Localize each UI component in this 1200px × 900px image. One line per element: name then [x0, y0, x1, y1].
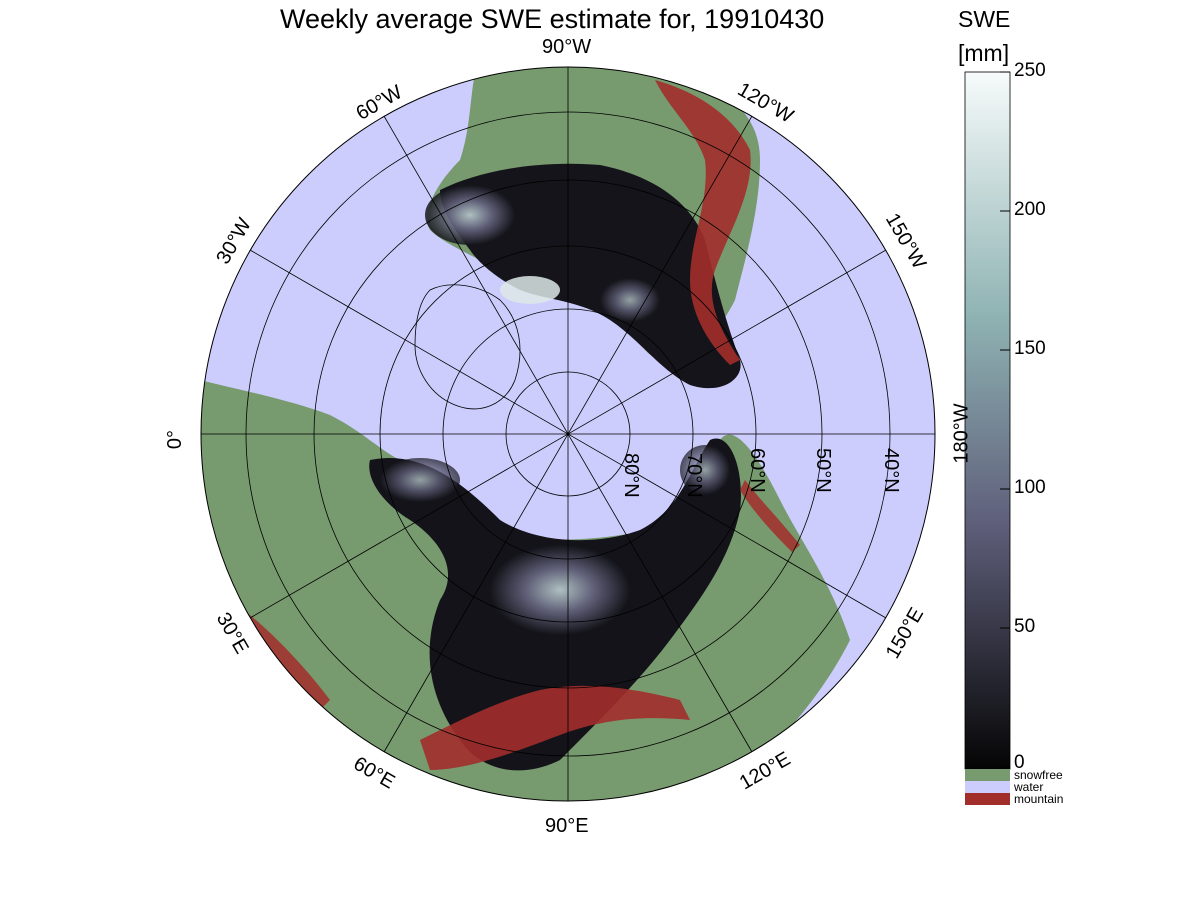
colorbar-tick-label: 150 [1014, 338, 1046, 359]
colorbar-category-water: water [1014, 780, 1044, 794]
parallel-label-80n: 80°N [620, 453, 642, 498]
snow-peak-siberia [490, 545, 630, 635]
map-border [200, 66, 936, 802]
mountain-central-asia [420, 685, 690, 770]
mountain-far-east [740, 480, 800, 552]
colorbar-tick-label: 200 [1014, 199, 1046, 220]
meridian-150 [249, 249, 887, 619]
meridian-label-180w: 180°W [950, 403, 973, 464]
colorbar-tick-label: 0 [1014, 752, 1025, 773]
polar-map [200, 66, 936, 802]
map-title: Weekly average SWE estimate for, 1991043… [280, 4, 825, 34]
colorbar-ticks [1000, 71, 1010, 768]
land-greenland [414, 284, 521, 410]
colorbar-category-mountain: mountain [1014, 792, 1064, 806]
cat-swatch-mountain [965, 793, 1010, 805]
mountain-rockies [655, 80, 751, 365]
snow-peak-east-siberia [680, 445, 730, 495]
parallel-label-50n: 50°N [812, 448, 834, 493]
snow-peak-hudson [500, 276, 560, 304]
colorbar-tick-label: 50 [1014, 616, 1036, 637]
colorbar-title-line1: SWE [958, 6, 1011, 32]
colorbar [964, 71, 1011, 805]
cat-swatch-water [965, 781, 1010, 793]
snow-peak-canada [425, 185, 515, 245]
parallel-label-40n: 40°N [880, 448, 902, 493]
snow-peak-nw [600, 278, 660, 322]
snow-peak-scandinavia [380, 458, 460, 502]
colorbar-category-snowfree: snowfree [1014, 768, 1063, 782]
parallel-label-70n: 70°N [683, 453, 705, 498]
colorbar-tick-label: 100 [1014, 477, 1046, 498]
meridians [201, 67, 935, 801]
meridian-label-90e: 90°E [545, 815, 589, 837]
colorbar-title-line2: [mm] [958, 40, 1010, 66]
parallel-label-60n: 60°N [746, 448, 768, 493]
colorbar-tick-label: 250 [1014, 60, 1046, 81]
colorbar-gradient [964, 71, 1011, 770]
snow-north-america [440, 163, 741, 389]
meridian-label-0: 0° [164, 429, 187, 450]
cat-swatch-snowfree [965, 769, 1010, 781]
meridian-label-90w: 90°W [542, 36, 592, 58]
